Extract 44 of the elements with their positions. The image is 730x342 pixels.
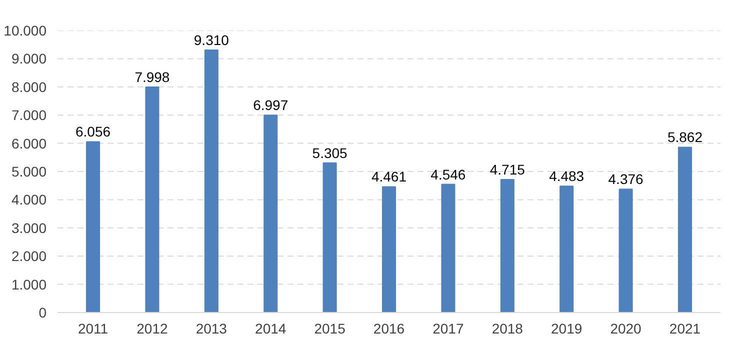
bar <box>441 184 456 312</box>
x-tick-label: 2018 <box>492 320 524 336</box>
x-tick-label: 2016 <box>373 320 405 336</box>
data-label: 5.862 <box>667 129 703 146</box>
data-label: 4.376 <box>608 171 644 188</box>
x-tick-label: 2011 <box>78 320 108 336</box>
y-tick-label: 2.000 <box>11 248 47 264</box>
bar <box>678 146 692 312</box>
y-tick-label: 1.000 <box>11 276 47 292</box>
x-tick-label: 2017 <box>432 320 464 336</box>
y-tick-label: 10.000 <box>4 22 47 38</box>
data-label: 7.998 <box>134 68 170 85</box>
bar <box>86 141 100 312</box>
data-label: 6.056 <box>76 124 111 140</box>
x-tick-label: 2019 <box>551 320 582 336</box>
x-tick-label: 2015 <box>314 320 346 336</box>
bar <box>382 186 396 312</box>
x-tick-label: 2020 <box>610 320 642 336</box>
bar <box>322 162 337 312</box>
y-tick-label: 6.000 <box>11 135 47 152</box>
bar <box>500 179 514 312</box>
data-label: 5.305 <box>312 144 348 161</box>
data-label: 4.461 <box>371 168 407 185</box>
data-label: 4.546 <box>430 166 466 182</box>
data-label: 9.310 <box>194 32 230 48</box>
y-tick-label: 4.000 <box>11 192 47 208</box>
x-tick-label: 2014 <box>255 320 286 336</box>
x-tick-label: 2021 <box>669 320 701 336</box>
y-tick-label: 5.000 <box>11 164 47 180</box>
y-tick-label: 3.000 <box>11 220 47 236</box>
bar <box>560 186 574 312</box>
bar <box>618 188 633 312</box>
x-tick-label: 2013 <box>196 320 228 336</box>
y-tick-label: 9.000 <box>11 50 47 67</box>
bar <box>204 49 218 312</box>
data-label: 4.715 <box>490 162 526 178</box>
y-tick-label: 8.000 <box>11 78 47 95</box>
bar <box>145 86 160 312</box>
y-tick-label: 0 <box>38 304 47 320</box>
bar <box>264 114 278 312</box>
data-label: 4.483 <box>549 168 584 184</box>
data-label: 6.997 <box>253 97 288 114</box>
x-tick-label: 2012 <box>136 320 168 336</box>
y-tick-label: 7.000 <box>11 107 47 124</box>
